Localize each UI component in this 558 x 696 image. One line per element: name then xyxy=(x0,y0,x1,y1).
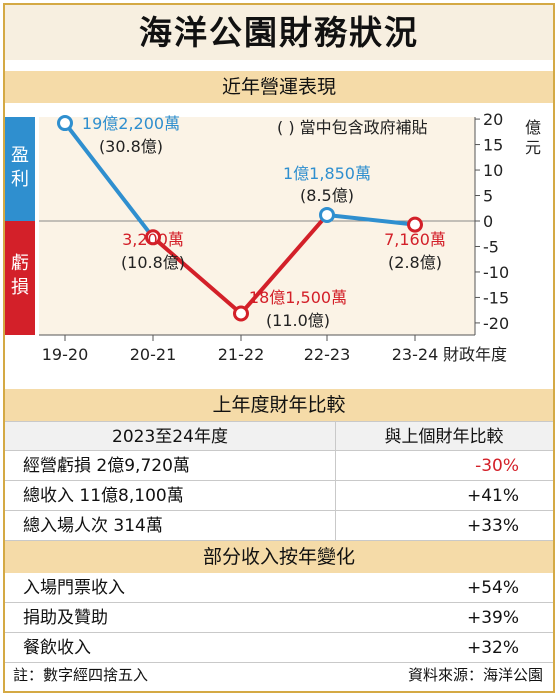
column-divider xyxy=(335,421,336,541)
loss-band xyxy=(5,221,35,335)
row-value: +39% xyxy=(466,608,519,628)
comparison-section-title: 上年度財年比較 xyxy=(5,389,553,421)
y-tick-label: -15 xyxy=(483,288,509,307)
footnote: 註：數字經四捨五入 xyxy=(13,666,149,684)
y-tick-label: 15 xyxy=(483,136,503,155)
x-tick-label: 21-22 xyxy=(218,345,265,364)
table-row: 入場門票收入 +54% xyxy=(5,573,553,603)
data-label: 19億2,200萬 xyxy=(82,114,180,133)
row-value: +33% xyxy=(466,516,519,536)
table-row: 總入場人次 314萬 +33% xyxy=(5,511,553,541)
y-axis-label-char: 億 xyxy=(525,118,541,137)
y-tick-label: -5 xyxy=(483,237,499,256)
row-label: 餐飲收入 xyxy=(23,638,91,658)
table-row: 餐飲收入 +32% xyxy=(5,633,553,663)
series-line-segment xyxy=(239,212,329,316)
comparison-col1-header: 2023至24年度 xyxy=(112,427,228,447)
source-credit: 資料來源：海洋公園 xyxy=(407,666,543,684)
income-section-title: 部分收入按年變化 xyxy=(5,541,553,573)
series-line-segment xyxy=(325,212,417,227)
row-value: +41% xyxy=(466,486,519,506)
table-row: 捐助及贊助 +39% xyxy=(5,603,553,633)
x-tick-label: 23-24 xyxy=(392,345,439,364)
data-label: 3,200萬 xyxy=(122,230,184,249)
row-label: 總收入 11億8,100萬 xyxy=(23,486,184,506)
series-line-segment xyxy=(151,235,243,316)
data-label-subsidy: (10.8億) xyxy=(121,253,185,272)
data-label-subsidy: (30.8億) xyxy=(99,137,163,156)
y-tick-label: -10 xyxy=(483,263,509,282)
x-tick-label: 19-20 xyxy=(42,345,89,364)
data-point xyxy=(57,115,73,132)
data-label-subsidy: (11.0億) xyxy=(266,311,330,330)
chart-section-title: 近年營運表現 xyxy=(5,71,553,103)
data-label-subsidy: (8.5億) xyxy=(300,186,354,205)
plot-area xyxy=(39,117,475,335)
row-value: -30% xyxy=(475,456,519,476)
chart-note: ( ) 當中包含政府補貼 xyxy=(277,118,428,137)
y-axis-label-char: 元 xyxy=(525,138,541,157)
series-line-segment xyxy=(63,121,155,240)
data-label: 7,160萬 xyxy=(384,230,446,249)
profit-band-label-char: 盈 xyxy=(11,145,29,166)
data-label: 1億1,850萬 xyxy=(283,164,371,183)
table-row: 總收入 11億8,100萬 +41% xyxy=(5,481,553,511)
y-tick-label: 20 xyxy=(483,110,503,129)
row-label: 入場門票收入 xyxy=(23,578,125,598)
page-title: 海洋公園財務狀況 xyxy=(5,5,553,60)
data-point xyxy=(319,206,335,223)
y-tick-label: -20 xyxy=(483,314,509,333)
row-value: +32% xyxy=(466,638,519,658)
x-axis-label: 財政年度 xyxy=(443,345,507,364)
data-point xyxy=(407,216,423,233)
y-tick-label: 10 xyxy=(483,161,503,180)
y-tick-label: 5 xyxy=(483,187,493,206)
loss-band-label-char: 虧 xyxy=(11,253,29,274)
profit-band xyxy=(5,117,35,221)
profit-band-label-char: 利 xyxy=(11,169,29,190)
x-tick-label: 22-23 xyxy=(304,345,351,364)
data-label: 18億1,500萬 xyxy=(249,288,347,307)
data-point xyxy=(233,305,249,322)
x-tick-label: 20-21 xyxy=(130,345,177,364)
row-value: +54% xyxy=(466,578,519,598)
comparison-header-row: 2023至24年度 與上個財年比較 xyxy=(5,421,553,451)
row-label: 經營虧損 2億9,720萬 xyxy=(23,456,190,476)
loss-band-label-char: 損 xyxy=(11,277,29,298)
data-point xyxy=(145,229,161,246)
row-label: 捐助及贊助 xyxy=(23,608,108,628)
table-row: 經營虧損 2億9,720萬 -30% xyxy=(5,451,553,481)
row-label: 總入場人次 314萬 xyxy=(23,516,163,536)
y-tick-label: 0 xyxy=(483,212,493,231)
data-label-subsidy: (2.8億) xyxy=(388,253,442,272)
infographic-frame: 海洋公園財務狀況 近年營運表現 盈利虧損 20 15 10 5 0 -5 -10 -15 -20 億… xyxy=(3,3,555,693)
comparison-col2-header: 與上個財年比較 xyxy=(384,427,504,447)
